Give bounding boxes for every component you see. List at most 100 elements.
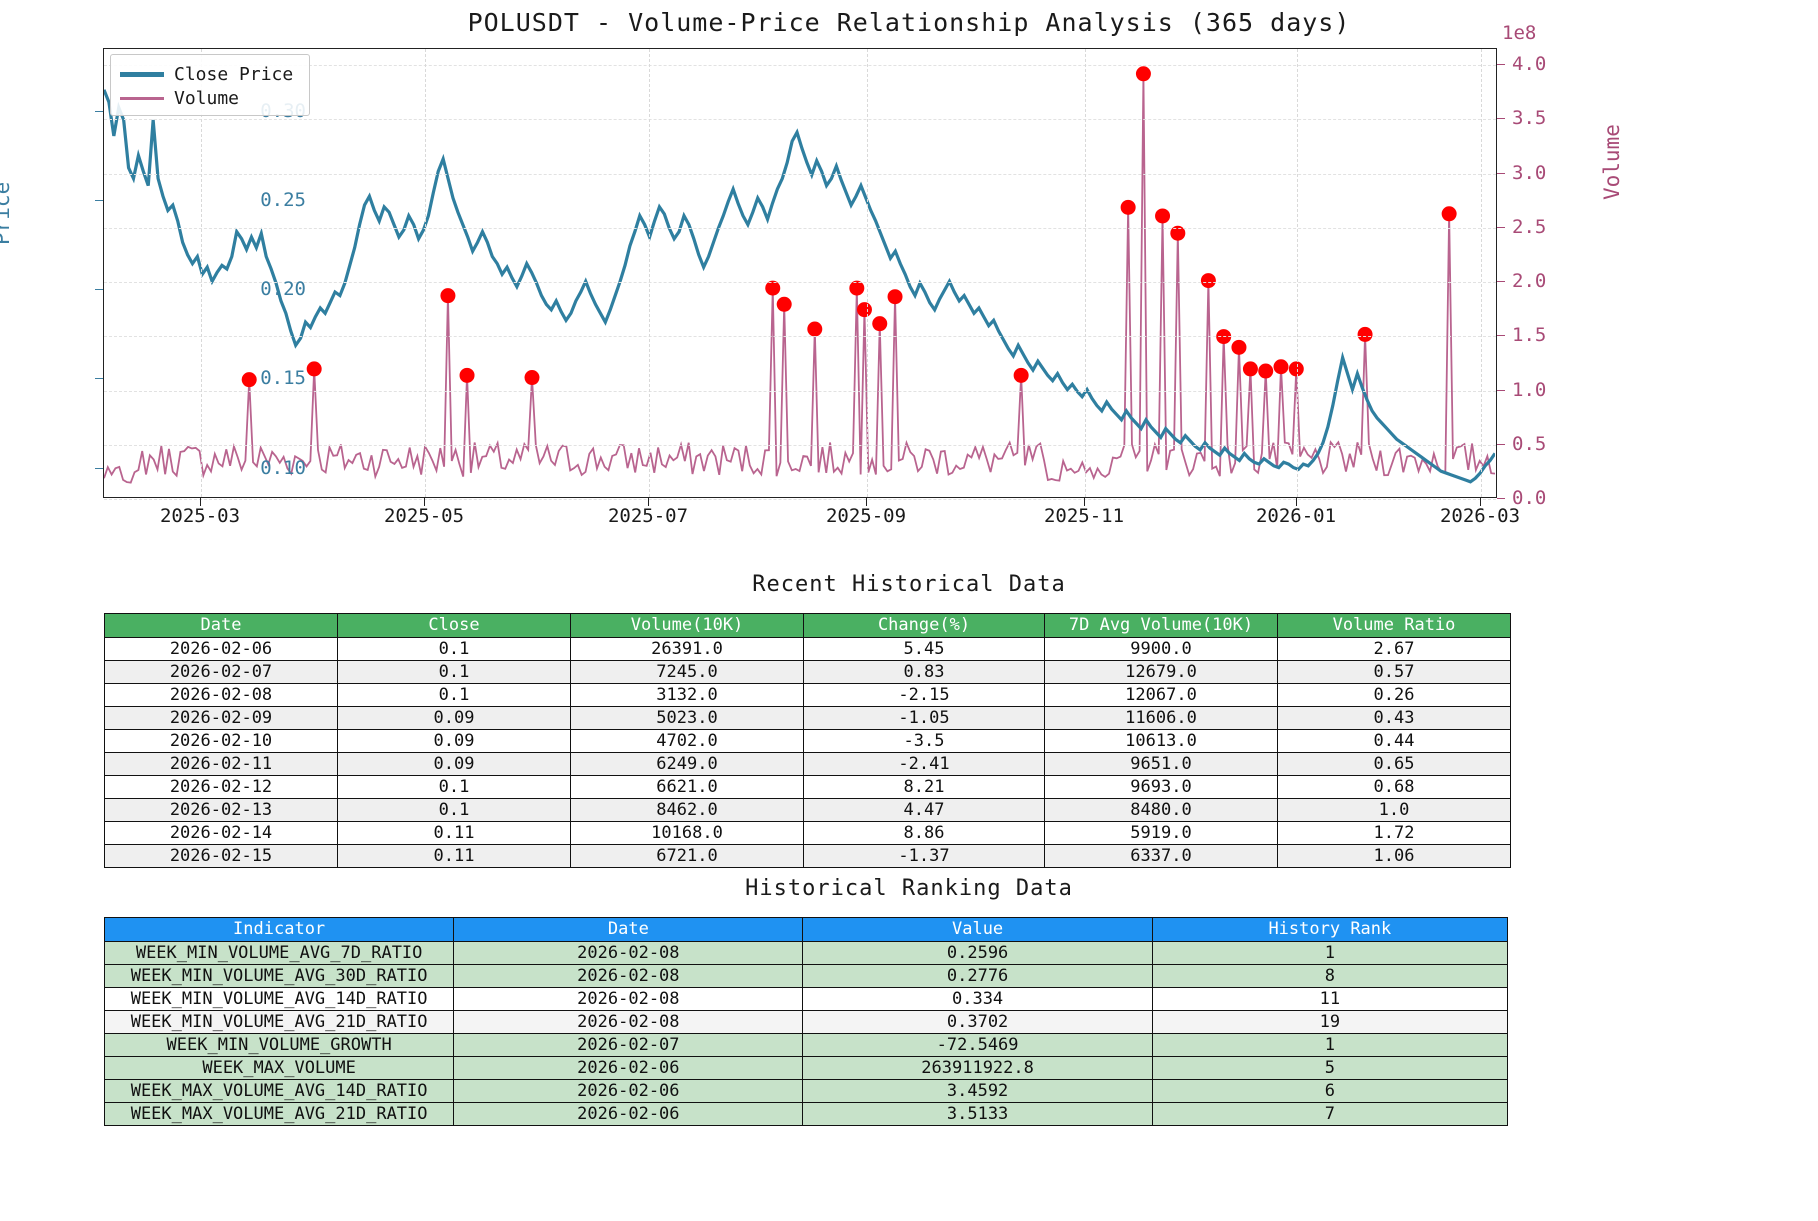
cell-8-2: 10168.0 [570,821,804,845]
date-axis-tick: 2025-03 [159,505,241,527]
cell-1-2: 0.2776 [802,964,1153,988]
cell-1-3: 0.83 [803,660,1045,684]
cell-7-0: 2026-02-13 [104,798,338,822]
column-header-7d-avg-volume-10k: 7D Avg Volume(10K) [1044,613,1278,638]
cell-7-3: 7 [1151,1102,1509,1126]
cell-2-3: 11 [1151,987,1509,1011]
price-axis-label: Price [0,181,14,245]
legend-swatch-close-price [120,71,164,77]
column-header-date: Date [104,613,338,638]
gridline-horizontal [104,173,1496,175]
table-row: WEEK_MIN_VOLUME_AVG_14D_RATIO 2026-02-08 0… [103,987,1509,1011]
cell-4-3: 1 [1151,1033,1509,1057]
price-axis-tickmark [95,467,103,469]
cell-0-3: 5.45 [803,637,1045,661]
gridline-horizontal [104,65,1496,67]
cell-6-5: 0.68 [1277,775,1511,799]
cell-9-3: -1.37 [803,844,1045,868]
volume-axis-tick: 2.0 [1512,270,1547,293]
cell-9-1: 0.11 [337,844,571,868]
volume-spike-marker [1231,339,1247,355]
cell-2-2: 0.334 [802,987,1153,1011]
table-row: 2026-02-06 0.1 26391.0 5.45 9900.0 2.67 [104,637,1511,661]
cell-5-1: 0.09 [337,752,571,776]
price-axis-tickmark [95,378,103,380]
volume-axis-tickmark [1497,172,1505,174]
column-header-date: Date [453,917,804,942]
cell-4-1: 2026-02-07 [453,1033,804,1057]
cell-2-0: WEEK_MIN_VOLUME_AVG_14D_RATIO [103,987,455,1011]
cell-9-0: 2026-02-15 [104,844,338,868]
cell-1-2: 7245.0 [570,660,804,684]
cell-1-0: WEEK_MIN_VOLUME_AVG_30D_RATIO [103,964,455,988]
cell-2-2: 3132.0 [570,683,804,707]
table-row: 2026-02-14 0.11 10168.0 8.86 5919.0 1.72 [104,821,1511,845]
volume-axis-tick: 0.5 [1512,432,1547,455]
volume-axis-tick: 1.5 [1512,324,1547,347]
cell-4-2: 4702.0 [570,729,804,753]
price-axis-tickmark [95,199,103,201]
chart-panel: POLUSDT - Volume-Price Relationship Anal… [0,0,1818,560]
cell-5-3: -2.41 [803,752,1045,776]
gridline-horizontal [104,336,1496,338]
table-row: WEEK_MAX_VOLUME_AVG_21D_RATIO 2026-02-06 3… [103,1102,1509,1126]
cell-0-0: 2026-02-06 [104,637,338,661]
cell-2-3: -2.15 [803,683,1045,707]
cell-2-1: 0.1 [337,683,571,707]
legend-item-close-price: Close Price [120,62,300,86]
price-axis-tick: 0.25 [260,188,306,211]
volume-axis-tick: 1.0 [1512,378,1547,401]
table-row: WEEK_MIN_VOLUME_AVG_21D_RATIO 2026-02-08 0… [103,1010,1509,1034]
cell-7-0: WEEK_MAX_VOLUME_AVG_21D_RATIO [103,1102,455,1126]
volume-spike-marker [856,302,872,318]
table-row: 2026-02-08 0.1 3132.0 -2.15 12067.0 0.26 [104,683,1511,707]
date-axis-tick: 2025-05 [383,505,465,527]
cell-5-2: 263911922.8 [802,1056,1153,1080]
cell-0-5: 2.67 [1277,637,1511,661]
cell-3-4: 11606.0 [1044,706,1278,730]
cell-3-3: 19 [1151,1010,1509,1034]
volume-axis-tick: 0.0 [1512,487,1547,509]
cell-9-4: 6337.0 [1044,844,1278,868]
gridline-horizontal [104,282,1496,284]
cell-6-0: WEEK_MAX_VOLUME_AVG_14D_RATIO [103,1079,455,1103]
legend-item-volume: Volume [120,86,300,110]
table-row: 2026-02-15 0.11 6721.0 -1.37 6337.0 1.06 [104,844,1511,868]
cell-8-1: 0.11 [337,821,571,845]
cell-3-5: 0.43 [1277,706,1511,730]
volume-axis-tick: 4.0 [1512,53,1547,76]
legend-label-volume: Volume [174,87,240,109]
cell-7-1: 2026-02-06 [453,1102,804,1126]
cell-5-3: 5 [1151,1056,1509,1080]
table-row: 2026-02-10 0.09 4702.0 -3.5 10613.0 0.44 [104,729,1511,753]
volume-spike-marker [524,370,540,386]
price-axis-tick: 0.20 [260,278,306,301]
gridline-vertical [867,49,868,497]
table-row: WEEK_MIN_VOLUME_AVG_7D_RATIO 2026-02-08 0.… [103,941,1509,965]
legend-swatch-volume [120,96,164,100]
cell-6-3: 6 [1151,1079,1509,1103]
gridline-horizontal [104,390,1496,392]
legend-label-close-price: Close Price [174,63,294,85]
price-axis-tick: 0.15 [260,367,306,390]
cell-9-2: 6721.0 [570,844,804,868]
cell-4-3: -3.5 [803,729,1045,753]
gridline-vertical [201,49,202,497]
date-axis-tickmark [200,498,201,506]
cell-6-1: 0.1 [337,775,571,799]
cell-1-5: 0.57 [1277,660,1511,684]
gridline-vertical [425,49,426,497]
cell-3-2: 5023.0 [570,706,804,730]
volume-spike-marker [1357,326,1373,342]
column-header-volume-10k: Volume(10K) [570,613,804,638]
volume-axis-tickmark [1497,443,1505,445]
cell-1-4: 12679.0 [1044,660,1278,684]
date-axis-tick: 2025-09 [825,505,907,527]
volume-spike-marker [1120,199,1136,215]
date-axis-tickmark [866,498,867,506]
cell-8-4: 5919.0 [1044,821,1278,845]
cell-6-4: 9693.0 [1044,775,1278,799]
cell-3-0: WEEK_MIN_VOLUME_AVG_21D_RATIO [103,1010,455,1034]
volume-spike-marker [1170,225,1186,241]
cell-2-5: 0.26 [1277,683,1511,707]
